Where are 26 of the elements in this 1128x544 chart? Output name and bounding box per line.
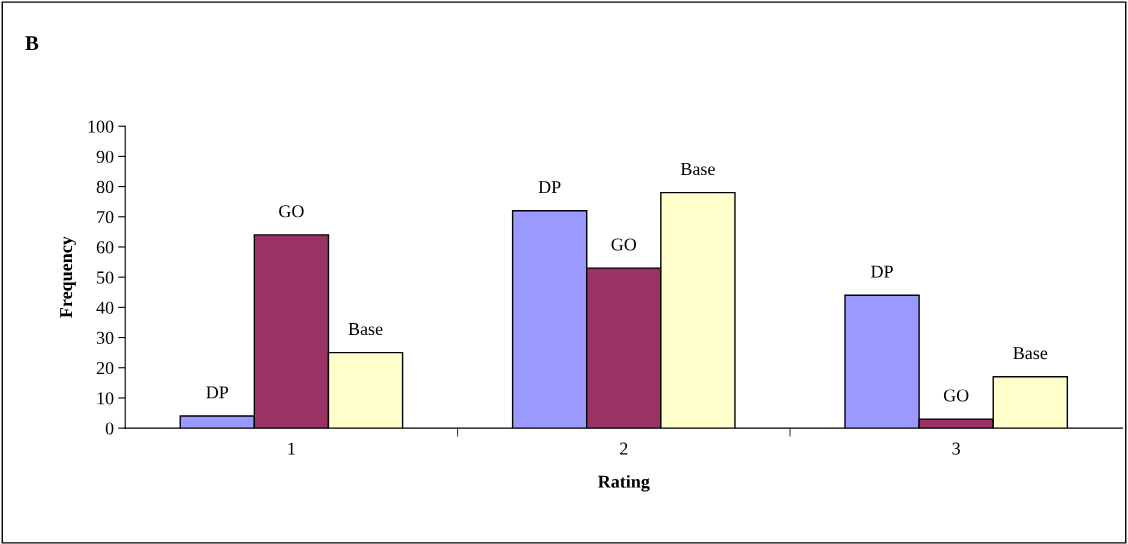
y-tick-label: 0 xyxy=(105,422,114,435)
x-axis-title: Rating xyxy=(598,475,650,492)
y-tick-label: 40 xyxy=(96,301,114,314)
y-tick-label: 10 xyxy=(97,392,114,405)
series-label: DP xyxy=(871,265,893,278)
series-label: GO xyxy=(279,205,304,218)
y-tick-label: 20 xyxy=(96,362,114,375)
chart-title: B xyxy=(25,36,39,51)
y-tick-label: 30 xyxy=(96,331,114,344)
text: DP xyxy=(206,386,229,399)
text: Base xyxy=(348,323,383,336)
text: DP xyxy=(538,181,561,194)
y-tick-label: 80 xyxy=(96,180,114,194)
text: GO xyxy=(943,389,969,402)
text: Base xyxy=(680,163,715,176)
y-tick-label: 90 xyxy=(96,150,114,163)
x-tick-label: 2 xyxy=(620,442,628,455)
y-tick-label: 60 xyxy=(96,241,114,254)
x-tick-label: 1 xyxy=(288,442,295,455)
y-tick-label: 100 xyxy=(88,120,114,133)
y-axis-title: Frequency xyxy=(60,236,76,318)
y-tick-label: 70 xyxy=(97,211,114,224)
y-tick-label: 50 xyxy=(97,271,114,284)
text: GO xyxy=(611,238,637,251)
series-label: Base xyxy=(1013,347,1048,360)
x-tick-label: 3 xyxy=(952,442,960,455)
